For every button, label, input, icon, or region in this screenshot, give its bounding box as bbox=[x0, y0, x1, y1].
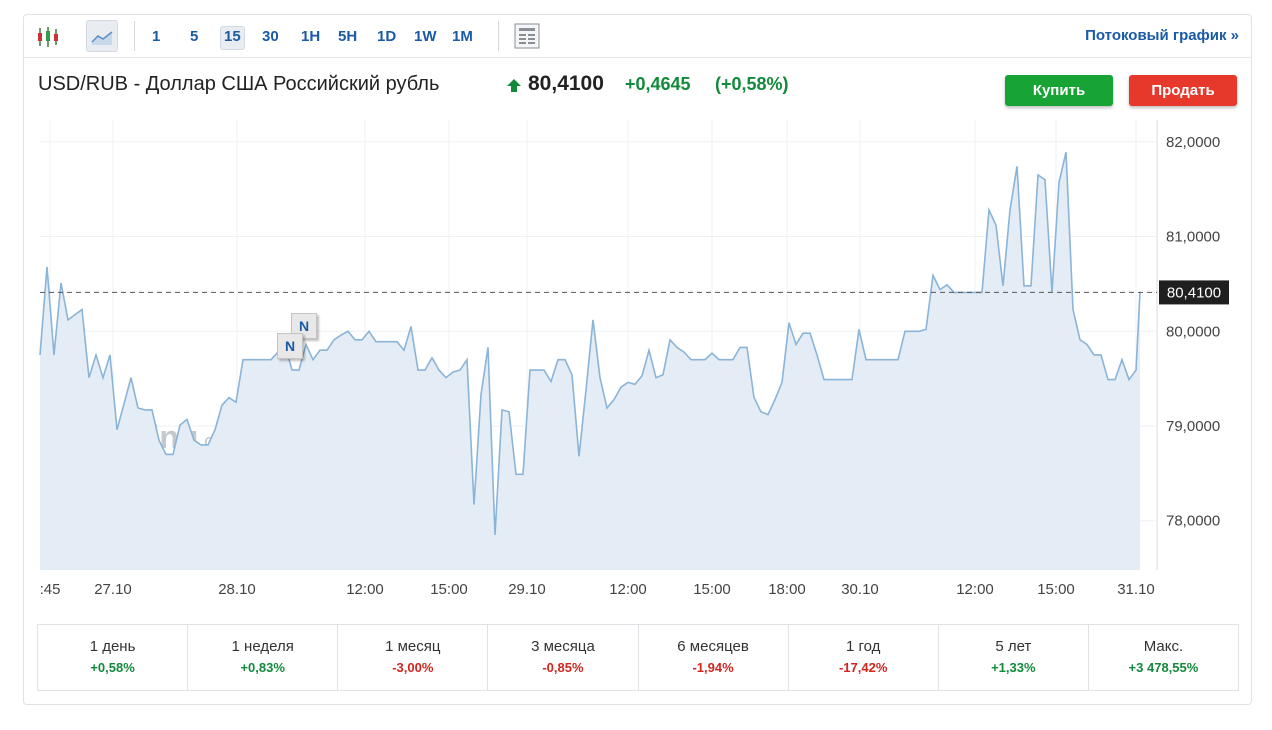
stream-link[interactable]: Потоковый график » bbox=[1085, 27, 1239, 44]
frame bbox=[23, 14, 1252, 705]
period-cell: Макс. +3 478,55% bbox=[1089, 625, 1238, 690]
interval[interactable]: 15 bbox=[220, 26, 245, 50]
price: 80,4100 bbox=[528, 72, 604, 95]
period-change: -17,42% bbox=[838, 660, 888, 675]
period-label: 6 месяцев bbox=[677, 638, 749, 655]
interval[interactable]: 1W bbox=[414, 28, 437, 45]
period-label: 3 месяца bbox=[531, 638, 595, 655]
sell-button[interactable]: Продать bbox=[1129, 75, 1237, 106]
period-label: Макс. bbox=[1143, 638, 1184, 655]
period-table: 1 день +0,58% 1 неделя +0,83% 1 месяц -3,00% 3… bbox=[37, 624, 1239, 691]
period-label: 5 лет bbox=[995, 638, 1032, 655]
period-label: 1 год bbox=[845, 638, 881, 655]
separator bbox=[134, 21, 135, 51]
area bbox=[40, 152, 1140, 570]
news-marker[interactable]: N bbox=[277, 333, 303, 359]
interval[interactable]: 5H bbox=[338, 28, 358, 45]
up-arrow bbox=[507, 79, 521, 92]
x-tick-label: 15:00 bbox=[430, 581, 468, 598]
period-change: +1,33% bbox=[991, 660, 1036, 675]
candlestick-icon[interactable] bbox=[36, 26, 62, 48]
period-change: -0,85% bbox=[542, 660, 584, 675]
x-tick-label: 28.10 bbox=[218, 581, 256, 598]
y-tick-label: 81,0000 bbox=[1166, 229, 1220, 246]
y-tick-label: 82,0000 bbox=[1166, 134, 1220, 151]
x-tick-label: 27.10 bbox=[94, 581, 132, 598]
period-cell: 1 день +0,58% bbox=[38, 625, 189, 690]
change: +0,4645 bbox=[625, 74, 691, 94]
period-change: +0,58% bbox=[90, 660, 135, 675]
x-tick-label: :45 bbox=[40, 581, 61, 598]
separator bbox=[498, 21, 499, 51]
interval[interactable]: 5 bbox=[190, 28, 199, 45]
area-icon[interactable] bbox=[86, 20, 118, 52]
buy-button[interactable]: Купить bbox=[1005, 75, 1113, 106]
y-tick-label: 79,0000 bbox=[1166, 418, 1220, 435]
x-tick-label: 12:00 bbox=[609, 581, 647, 598]
period-change: +0,83% bbox=[240, 660, 285, 675]
toolbar: 1 5 15 30 1H 5H 1D 1W 1M Потоковый графи… bbox=[24, 15, 1251, 58]
reference-label: 80,4100 bbox=[1167, 284, 1221, 301]
interval[interactable]: 1M bbox=[452, 28, 473, 45]
period-cell: 5 лет +1,33% bbox=[939, 625, 1089, 690]
x-tick-label: 18:00 bbox=[768, 581, 806, 598]
y-tick-label: 78,0000 bbox=[1166, 513, 1220, 530]
x-tick-label: 15:00 bbox=[1037, 581, 1075, 598]
period-cell: 3 месяца -0,85% bbox=[488, 625, 639, 690]
period-label: 1 месяц bbox=[385, 638, 441, 655]
period-change: +3 478,55% bbox=[1128, 660, 1199, 675]
period-cell: 1 год -17,42% bbox=[789, 625, 939, 690]
x-tick-label: 29.10 bbox=[508, 581, 546, 598]
interval[interactable]: 1H bbox=[301, 28, 321, 45]
instrument-title: USD/RUB - Доллар США Российский рубль bbox=[38, 73, 440, 95]
interval[interactable]: 1 bbox=[152, 28, 161, 45]
x-tick-label: 30.10 bbox=[841, 581, 879, 598]
x-tick-label: 12:00 bbox=[956, 581, 994, 598]
period-change: -3,00% bbox=[392, 660, 434, 675]
interval[interactable]: 30 bbox=[262, 28, 279, 45]
price-line bbox=[39, 152, 1141, 535]
period-label: 1 неделя bbox=[231, 638, 294, 655]
reference-label-box bbox=[1159, 280, 1229, 305]
period-change: -1,94% bbox=[692, 660, 734, 675]
period-label: 1 день bbox=[89, 638, 136, 655]
table-icon[interactable] bbox=[514, 23, 540, 49]
x-tick-label: 12:00 bbox=[346, 581, 384, 598]
change-percent: (+0,58%) bbox=[715, 74, 789, 94]
period-cell: 1 месяц -3,00% bbox=[338, 625, 489, 690]
x-tick-label: 31.10 bbox=[1117, 581, 1155, 598]
x-tick-label: 15:00 bbox=[693, 581, 731, 598]
period-cell: 6 месяцев -1,94% bbox=[639, 625, 789, 690]
interval[interactable]: 1D bbox=[377, 28, 397, 45]
y-tick-label: 80,0000 bbox=[1166, 323, 1220, 340]
period-cell: 1 неделя +0,83% bbox=[188, 625, 339, 690]
